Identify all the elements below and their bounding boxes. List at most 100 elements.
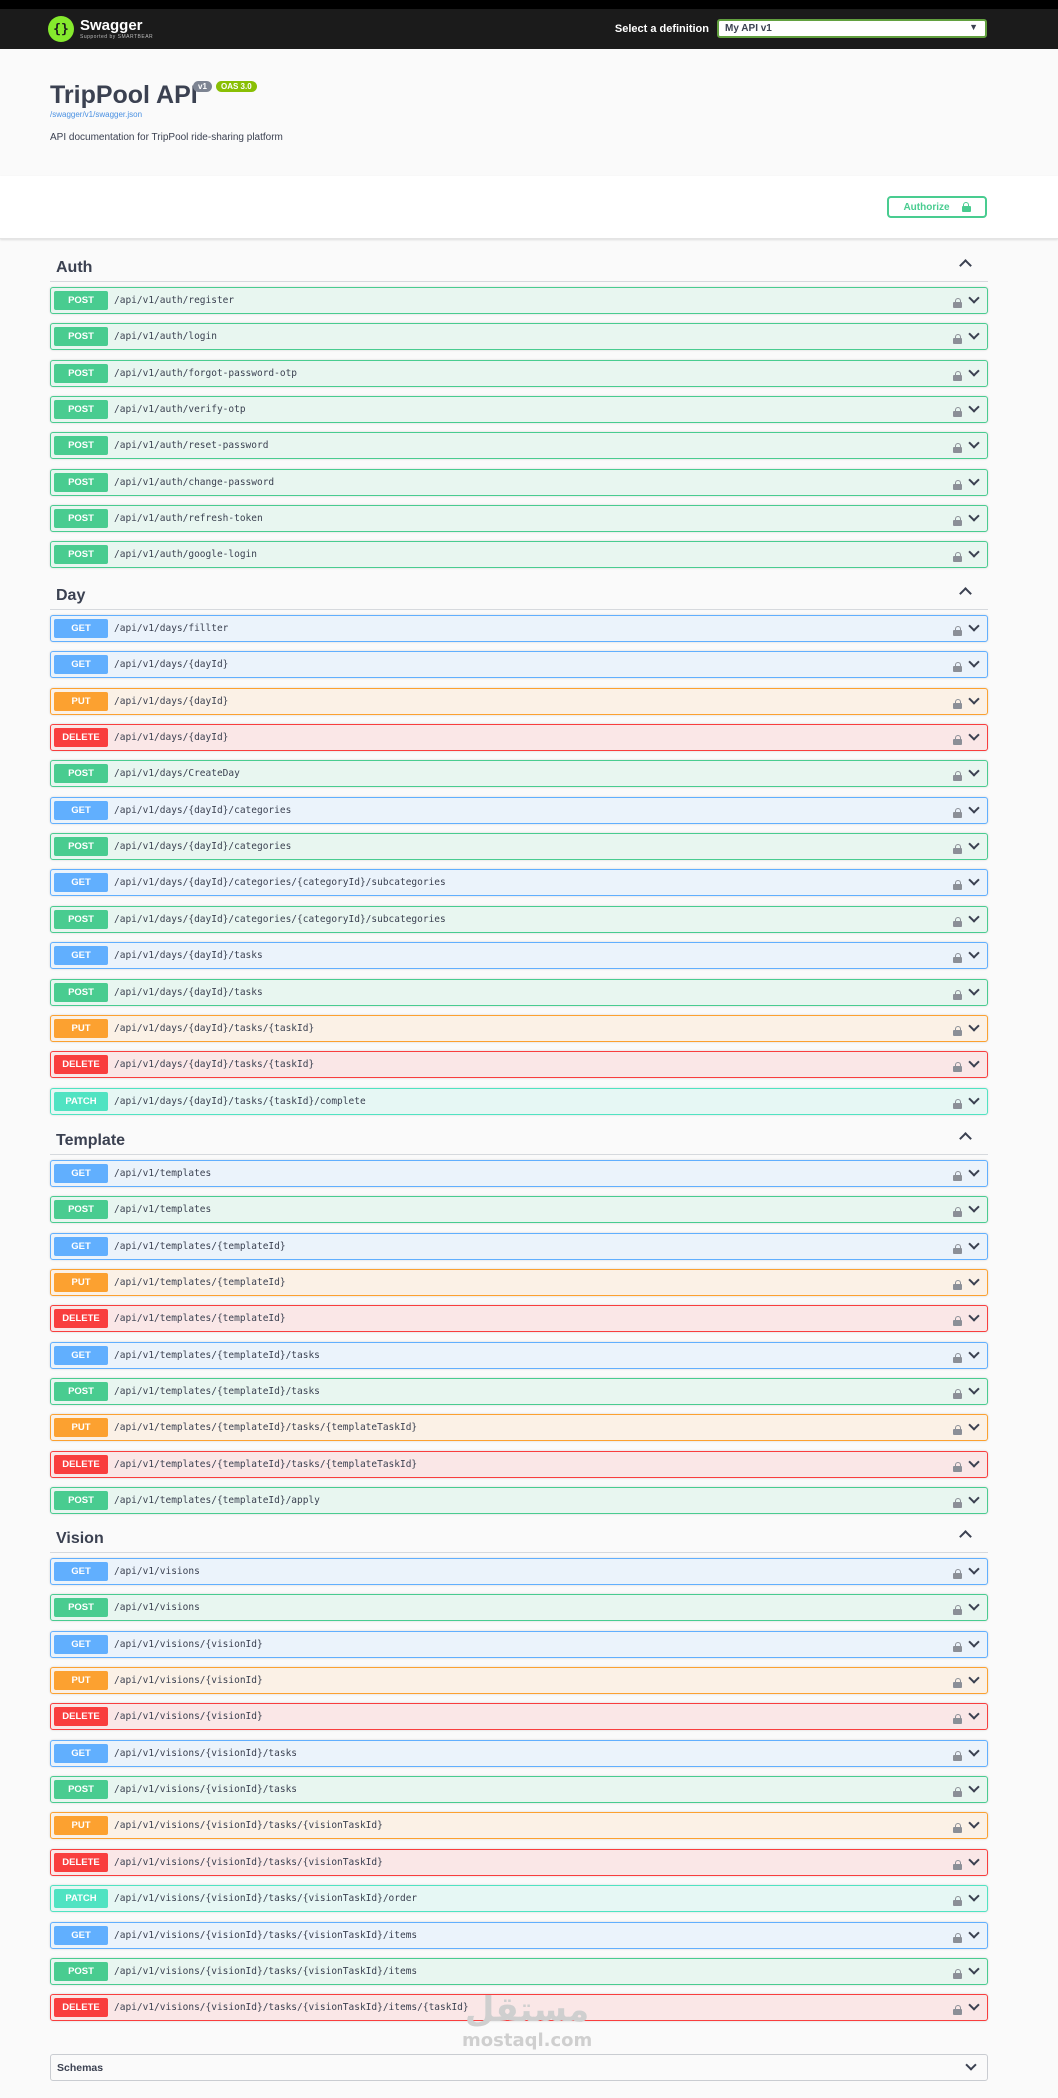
operation-post[interactable]: POST/api/v1/auth/refresh-token xyxy=(50,505,988,532)
chevron-down-icon[interactable] xyxy=(968,365,980,377)
operation-delete[interactable]: DELETE/api/v1/visions/{visionId}/tasks/{… xyxy=(50,1849,988,1876)
chevron-down-icon[interactable] xyxy=(968,401,980,413)
operation-post[interactable]: POST/api/v1/templates xyxy=(50,1196,988,1223)
operation-post[interactable]: POST/api/v1/days/{dayId}/tasks xyxy=(50,979,988,1006)
operation-delete[interactable]: DELETE/api/v1/templates/{templateId} xyxy=(50,1305,988,1332)
chevron-down-icon[interactable] xyxy=(968,1383,980,1395)
chevron-down-icon[interactable] xyxy=(968,1165,980,1177)
chevron-down-icon[interactable] xyxy=(968,1708,980,1720)
tag-header-template[interactable]: Template xyxy=(50,1125,988,1155)
lock-icon[interactable] xyxy=(953,659,962,677)
operation-post[interactable]: POST/api/v1/visions/{visionId}/tasks xyxy=(50,1776,988,1803)
lock-icon[interactable] xyxy=(953,1350,962,1368)
operation-post[interactable]: POST/api/v1/auth/google-login xyxy=(50,541,988,568)
lock-icon[interactable] xyxy=(953,1857,962,1875)
chevron-down-icon[interactable] xyxy=(968,802,980,814)
lock-icon[interactable] xyxy=(953,331,962,349)
operation-post[interactable]: POST/api/v1/templates/{templateId}/apply xyxy=(50,1487,988,1514)
lock-icon[interactable] xyxy=(953,1241,962,1259)
lock-icon[interactable] xyxy=(953,841,962,859)
chevron-down-icon[interactable] xyxy=(968,546,980,558)
operation-get[interactable]: GET/api/v1/days/{dayId} xyxy=(50,651,988,678)
chevron-down-icon[interactable] xyxy=(968,1963,980,1975)
chevron-down-icon[interactable] xyxy=(968,1672,980,1684)
chevron-down-icon[interactable] xyxy=(968,947,980,959)
lock-icon[interactable] xyxy=(953,404,962,422)
chevron-down-icon[interactable] xyxy=(968,911,980,923)
chevron-down-icon[interactable] xyxy=(968,1745,980,1757)
lock-icon[interactable] xyxy=(953,440,962,458)
chevron-down-icon[interactable] xyxy=(968,1927,980,1939)
operation-post[interactable]: POST/api/v1/days/{dayId}/categories/{cat… xyxy=(50,906,988,933)
chevron-down-icon[interactable] xyxy=(968,1563,980,1575)
lock-icon[interactable] xyxy=(953,914,962,932)
chevron-down-icon[interactable] xyxy=(968,1636,980,1648)
lock-icon[interactable] xyxy=(953,1966,962,1984)
operation-put[interactable]: PUT/api/v1/templates/{templateId} xyxy=(50,1269,988,1296)
operation-get[interactable]: GET/api/v1/visions/{visionId}/tasks/{vis… xyxy=(50,1922,988,1949)
chevron-down-icon[interactable] xyxy=(968,1890,980,1902)
spec-link[interactable]: /swagger/v1/swagger.json xyxy=(50,110,143,119)
lock-icon[interactable] xyxy=(953,477,962,495)
operation-patch[interactable]: PATCH/api/v1/visions/{visionId}/tasks/{v… xyxy=(50,1885,988,1912)
lock-icon[interactable] xyxy=(953,805,962,823)
operation-delete[interactable]: DELETE/api/v1/visions/{visionId} xyxy=(50,1703,988,1730)
chevron-down-icon[interactable] xyxy=(968,1854,980,1866)
operation-put[interactable]: PUT/api/v1/days/{dayId}/tasks/{taskId} xyxy=(50,1015,988,1042)
lock-icon[interactable] xyxy=(953,368,962,386)
lock-icon[interactable] xyxy=(953,1168,962,1186)
lock-icon[interactable] xyxy=(953,1784,962,1802)
lock-icon[interactable] xyxy=(953,1059,962,1077)
lock-icon[interactable] xyxy=(953,1204,962,1222)
lock-icon[interactable] xyxy=(953,1893,962,1911)
lock-icon[interactable] xyxy=(953,1566,962,1584)
chevron-down-icon[interactable] xyxy=(968,1310,980,1322)
lock-icon[interactable] xyxy=(953,1675,962,1693)
chevron-down-icon[interactable] xyxy=(968,656,980,668)
lock-icon[interactable] xyxy=(953,1602,962,1620)
lock-icon[interactable] xyxy=(953,987,962,1005)
operation-post[interactable]: POST/api/v1/auth/register xyxy=(50,287,988,314)
chevron-down-icon[interactable] xyxy=(968,1781,980,1793)
operation-get[interactable]: GET/api/v1/days/{dayId}/tasks xyxy=(50,942,988,969)
chevron-down-icon[interactable] xyxy=(968,1456,980,1468)
chevron-down-icon[interactable] xyxy=(968,1492,980,1504)
operation-put[interactable]: PUT/api/v1/templates/{templateId}/tasks/… xyxy=(50,1414,988,1441)
chevron-down-icon[interactable] xyxy=(968,765,980,777)
lock-icon[interactable] xyxy=(953,1748,962,1766)
operation-post[interactable]: POST/api/v1/templates/{templateId}/tasks xyxy=(50,1378,988,1405)
chevron-down-icon[interactable] xyxy=(968,1238,980,1250)
operation-post[interactable]: POST/api/v1/auth/login xyxy=(50,323,988,350)
tag-header-day[interactable]: Day xyxy=(50,580,988,610)
chevron-down-icon[interactable] xyxy=(968,838,980,850)
lock-icon[interactable] xyxy=(953,768,962,786)
operation-get[interactable]: GET/api/v1/templates xyxy=(50,1160,988,1187)
lock-icon[interactable] xyxy=(953,1313,962,1331)
operation-get[interactable]: GET/api/v1/days/{dayId}/categories/{cate… xyxy=(50,869,988,896)
lock-icon[interactable] xyxy=(953,696,962,714)
chevron-down-icon[interactable] xyxy=(968,1817,980,1829)
chevron-down-icon[interactable] xyxy=(968,328,980,340)
lock-icon[interactable] xyxy=(953,877,962,895)
chevron-down-icon[interactable] xyxy=(968,693,980,705)
chevron-down-icon[interactable] xyxy=(968,437,980,449)
operation-post[interactable]: POST/api/v1/days/CreateDay xyxy=(50,760,988,787)
operation-delete[interactable]: DELETE/api/v1/templates/{templateId}/tas… xyxy=(50,1451,988,1478)
lock-icon[interactable] xyxy=(953,1096,962,1114)
operation-get[interactable]: GET/api/v1/visions/{visionId} xyxy=(50,1631,988,1658)
chevron-down-icon[interactable] xyxy=(968,1274,980,1286)
operation-delete[interactable]: DELETE/api/v1/visions/{visionId}/tasks/{… xyxy=(50,1994,988,2021)
lock-icon[interactable] xyxy=(953,1495,962,1513)
tag-header-vision[interactable]: Vision xyxy=(50,1523,988,1553)
lock-icon[interactable] xyxy=(953,1930,962,1948)
chevron-down-icon[interactable] xyxy=(968,874,980,886)
chevron-down-icon[interactable] xyxy=(968,1347,980,1359)
lock-icon[interactable] xyxy=(953,623,962,641)
operation-post[interactable]: POST/api/v1/visions/{visionId}/tasks/{vi… xyxy=(50,1958,988,1985)
lock-icon[interactable] xyxy=(953,1386,962,1404)
operation-put[interactable]: PUT/api/v1/visions/{visionId}/tasks/{vis… xyxy=(50,1812,988,1839)
lock-icon[interactable] xyxy=(953,1639,962,1657)
lock-icon[interactable] xyxy=(953,1277,962,1295)
lock-icon[interactable] xyxy=(953,295,962,313)
lock-icon[interactable] xyxy=(953,2002,962,2020)
